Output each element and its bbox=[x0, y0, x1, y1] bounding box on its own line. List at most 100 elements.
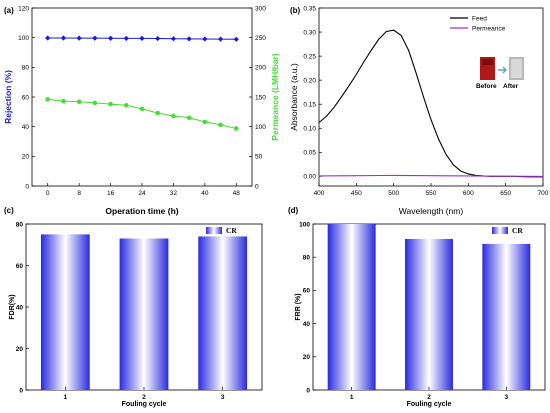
permeance-point bbox=[123, 103, 129, 108]
permeance-point bbox=[76, 99, 82, 105]
x-tick-label: 1 bbox=[350, 394, 354, 401]
permeance-point bbox=[186, 115, 192, 121]
bar bbox=[405, 238, 453, 390]
y-tick-label: 0.35 bbox=[303, 5, 316, 12]
y-tick-label: 0 bbox=[19, 387, 23, 394]
panel-c-y-axis-label: FDR(%) bbox=[9, 294, 16, 319]
left-y-tick-label: 120 bbox=[18, 5, 29, 12]
panel-a-left-ticks: 0 20 40 60 80 100 120 bbox=[18, 5, 35, 190]
panel-d-bars: 1 2 3 bbox=[327, 224, 531, 401]
legend-cr-label: CR bbox=[226, 226, 237, 235]
x-tick-label: 400 bbox=[314, 190, 325, 197]
permeance-point bbox=[171, 113, 176, 119]
left-y-tick-label: 20 bbox=[22, 154, 30, 161]
y-tick-label: 40 bbox=[303, 321, 311, 328]
permeance-point bbox=[202, 119, 208, 125]
permeance-point bbox=[155, 110, 161, 116]
rejection-point bbox=[92, 35, 98, 41]
panel-a: (a) 0 8 16 24 32 40 48 0 20 40 60 80 100 120 0 50 100 1… bbox=[3, 5, 280, 216]
rejection-point bbox=[45, 35, 51, 41]
x-tick-label: 650 bbox=[500, 190, 511, 197]
panel-b: (b) 400 450 500 550 600 650 700 0.000.050.100.… bbox=[289, 5, 549, 216]
permeance-point bbox=[108, 101, 113, 107]
permeance-point bbox=[218, 122, 223, 128]
right-y-tick-label: 200 bbox=[255, 65, 266, 72]
right-y-tick-label: 150 bbox=[255, 94, 266, 101]
inset-arrow-icon bbox=[498, 66, 507, 74]
x-tick-label: 8 bbox=[77, 190, 81, 197]
rejection-point bbox=[217, 36, 224, 42]
y-tick-label: 100 bbox=[299, 221, 310, 228]
left-y-tick-label: 100 bbox=[18, 35, 29, 42]
rejection-series bbox=[45, 35, 239, 42]
permeance-point bbox=[139, 106, 145, 112]
y-tick-label: 80 bbox=[303, 255, 311, 262]
panel-d-y-ticks: 0 20 40 60 80 100 bbox=[299, 221, 316, 394]
rejection-point bbox=[76, 35, 82, 41]
legend-cr-swatch bbox=[492, 227, 508, 234]
x-tick-label: 1 bbox=[64, 394, 68, 401]
panel-d-y-axis-label: FRR (%) bbox=[295, 293, 302, 320]
bar bbox=[198, 236, 248, 390]
permeance-point bbox=[45, 97, 51, 102]
y-tick-label: 40 bbox=[16, 304, 24, 311]
x-tick-label: 0 bbox=[46, 190, 50, 197]
y-tick-label: 20 bbox=[303, 354, 311, 361]
panel-a-right-axis-label: Permeance (LMH/bar) bbox=[270, 53, 280, 141]
rejection-point bbox=[155, 35, 161, 42]
x-tick-label: 48 bbox=[233, 190, 241, 197]
y-tick-label: 0.05 bbox=[303, 150, 316, 157]
panel-c: (c) 0 20 40 60 80 1 2 3 FDR(%) Fouling cycle C… bbox=[4, 206, 263, 408]
bar bbox=[40, 234, 90, 390]
y-tick-label: 60 bbox=[303, 288, 311, 295]
panel-b-label: (b) bbox=[290, 6, 301, 15]
inset-permeate-vial-inner bbox=[511, 59, 522, 78]
panel-b-legend: Feed Permeance bbox=[450, 16, 506, 33]
x-tick-label: 32 bbox=[170, 190, 178, 197]
y-tick-label: 0 bbox=[306, 387, 310, 394]
right-y-tick-label: 300 bbox=[255, 5, 266, 12]
x-tick-label: 24 bbox=[138, 190, 146, 197]
x-tick-label: 700 bbox=[538, 190, 549, 197]
y-tick-label: 0.25 bbox=[303, 53, 316, 60]
bar bbox=[327, 224, 376, 390]
panel-c-label: (c) bbox=[4, 206, 14, 215]
inset-photo: Before After bbox=[476, 57, 524, 90]
x-tick-label: 16 bbox=[107, 190, 115, 197]
legend-permeance-label: Permeance bbox=[472, 26, 506, 33]
panel-c-x-axis-label: Fouling cycle bbox=[122, 401, 167, 408]
panel-d: (d) 0 20 40 60 80 100 1 2 3 FRR (%) Fouling cyc… bbox=[288, 206, 546, 408]
permeance-line bbox=[47, 98, 237, 129]
y-tick-label: 80 bbox=[16, 221, 24, 228]
panel-b-frame bbox=[318, 7, 544, 187]
x-tick-label: 600 bbox=[463, 190, 474, 197]
permeance-point bbox=[61, 98, 66, 104]
panel-a-left-axis-label: Rejection (%) bbox=[3, 70, 13, 124]
permeance-series bbox=[45, 97, 239, 131]
inset-before-label: Before bbox=[476, 83, 497, 90]
bar bbox=[119, 238, 169, 390]
inset-after-label: After bbox=[503, 83, 519, 90]
y-tick-label: 0.10 bbox=[303, 126, 316, 133]
right-y-tick-label: 250 bbox=[255, 35, 266, 42]
x-tick-label: 3 bbox=[505, 394, 509, 401]
panel-b-x-ticks: 400 450 500 550 600 650 700 bbox=[314, 183, 549, 197]
panel-a-label: (a) bbox=[4, 6, 14, 15]
panel-c-y-ticks: 0 20 40 60 80 bbox=[16, 221, 29, 394]
panel-a-x-axis-label: Operation time (h) bbox=[105, 206, 178, 216]
panel-b-series bbox=[318, 29, 544, 178]
permeance-spectrum-line bbox=[318, 174, 544, 177]
right-y-tick-label: 100 bbox=[255, 124, 266, 131]
rejection-point bbox=[107, 35, 114, 41]
rejection-point bbox=[170, 36, 177, 42]
y-tick-label: 0.15 bbox=[303, 102, 316, 109]
panel-d-legend: CR bbox=[492, 226, 523, 235]
x-tick-label: 2 bbox=[427, 394, 431, 401]
panel-b-x-axis-label: Wavelength (nm) bbox=[399, 206, 464, 216]
rejection-point bbox=[60, 35, 67, 41]
panel-d-label: (d) bbox=[288, 206, 299, 215]
rejection-point bbox=[123, 35, 129, 42]
rejection-point bbox=[139, 35, 145, 42]
left-y-tick-label: 0 bbox=[25, 183, 29, 190]
